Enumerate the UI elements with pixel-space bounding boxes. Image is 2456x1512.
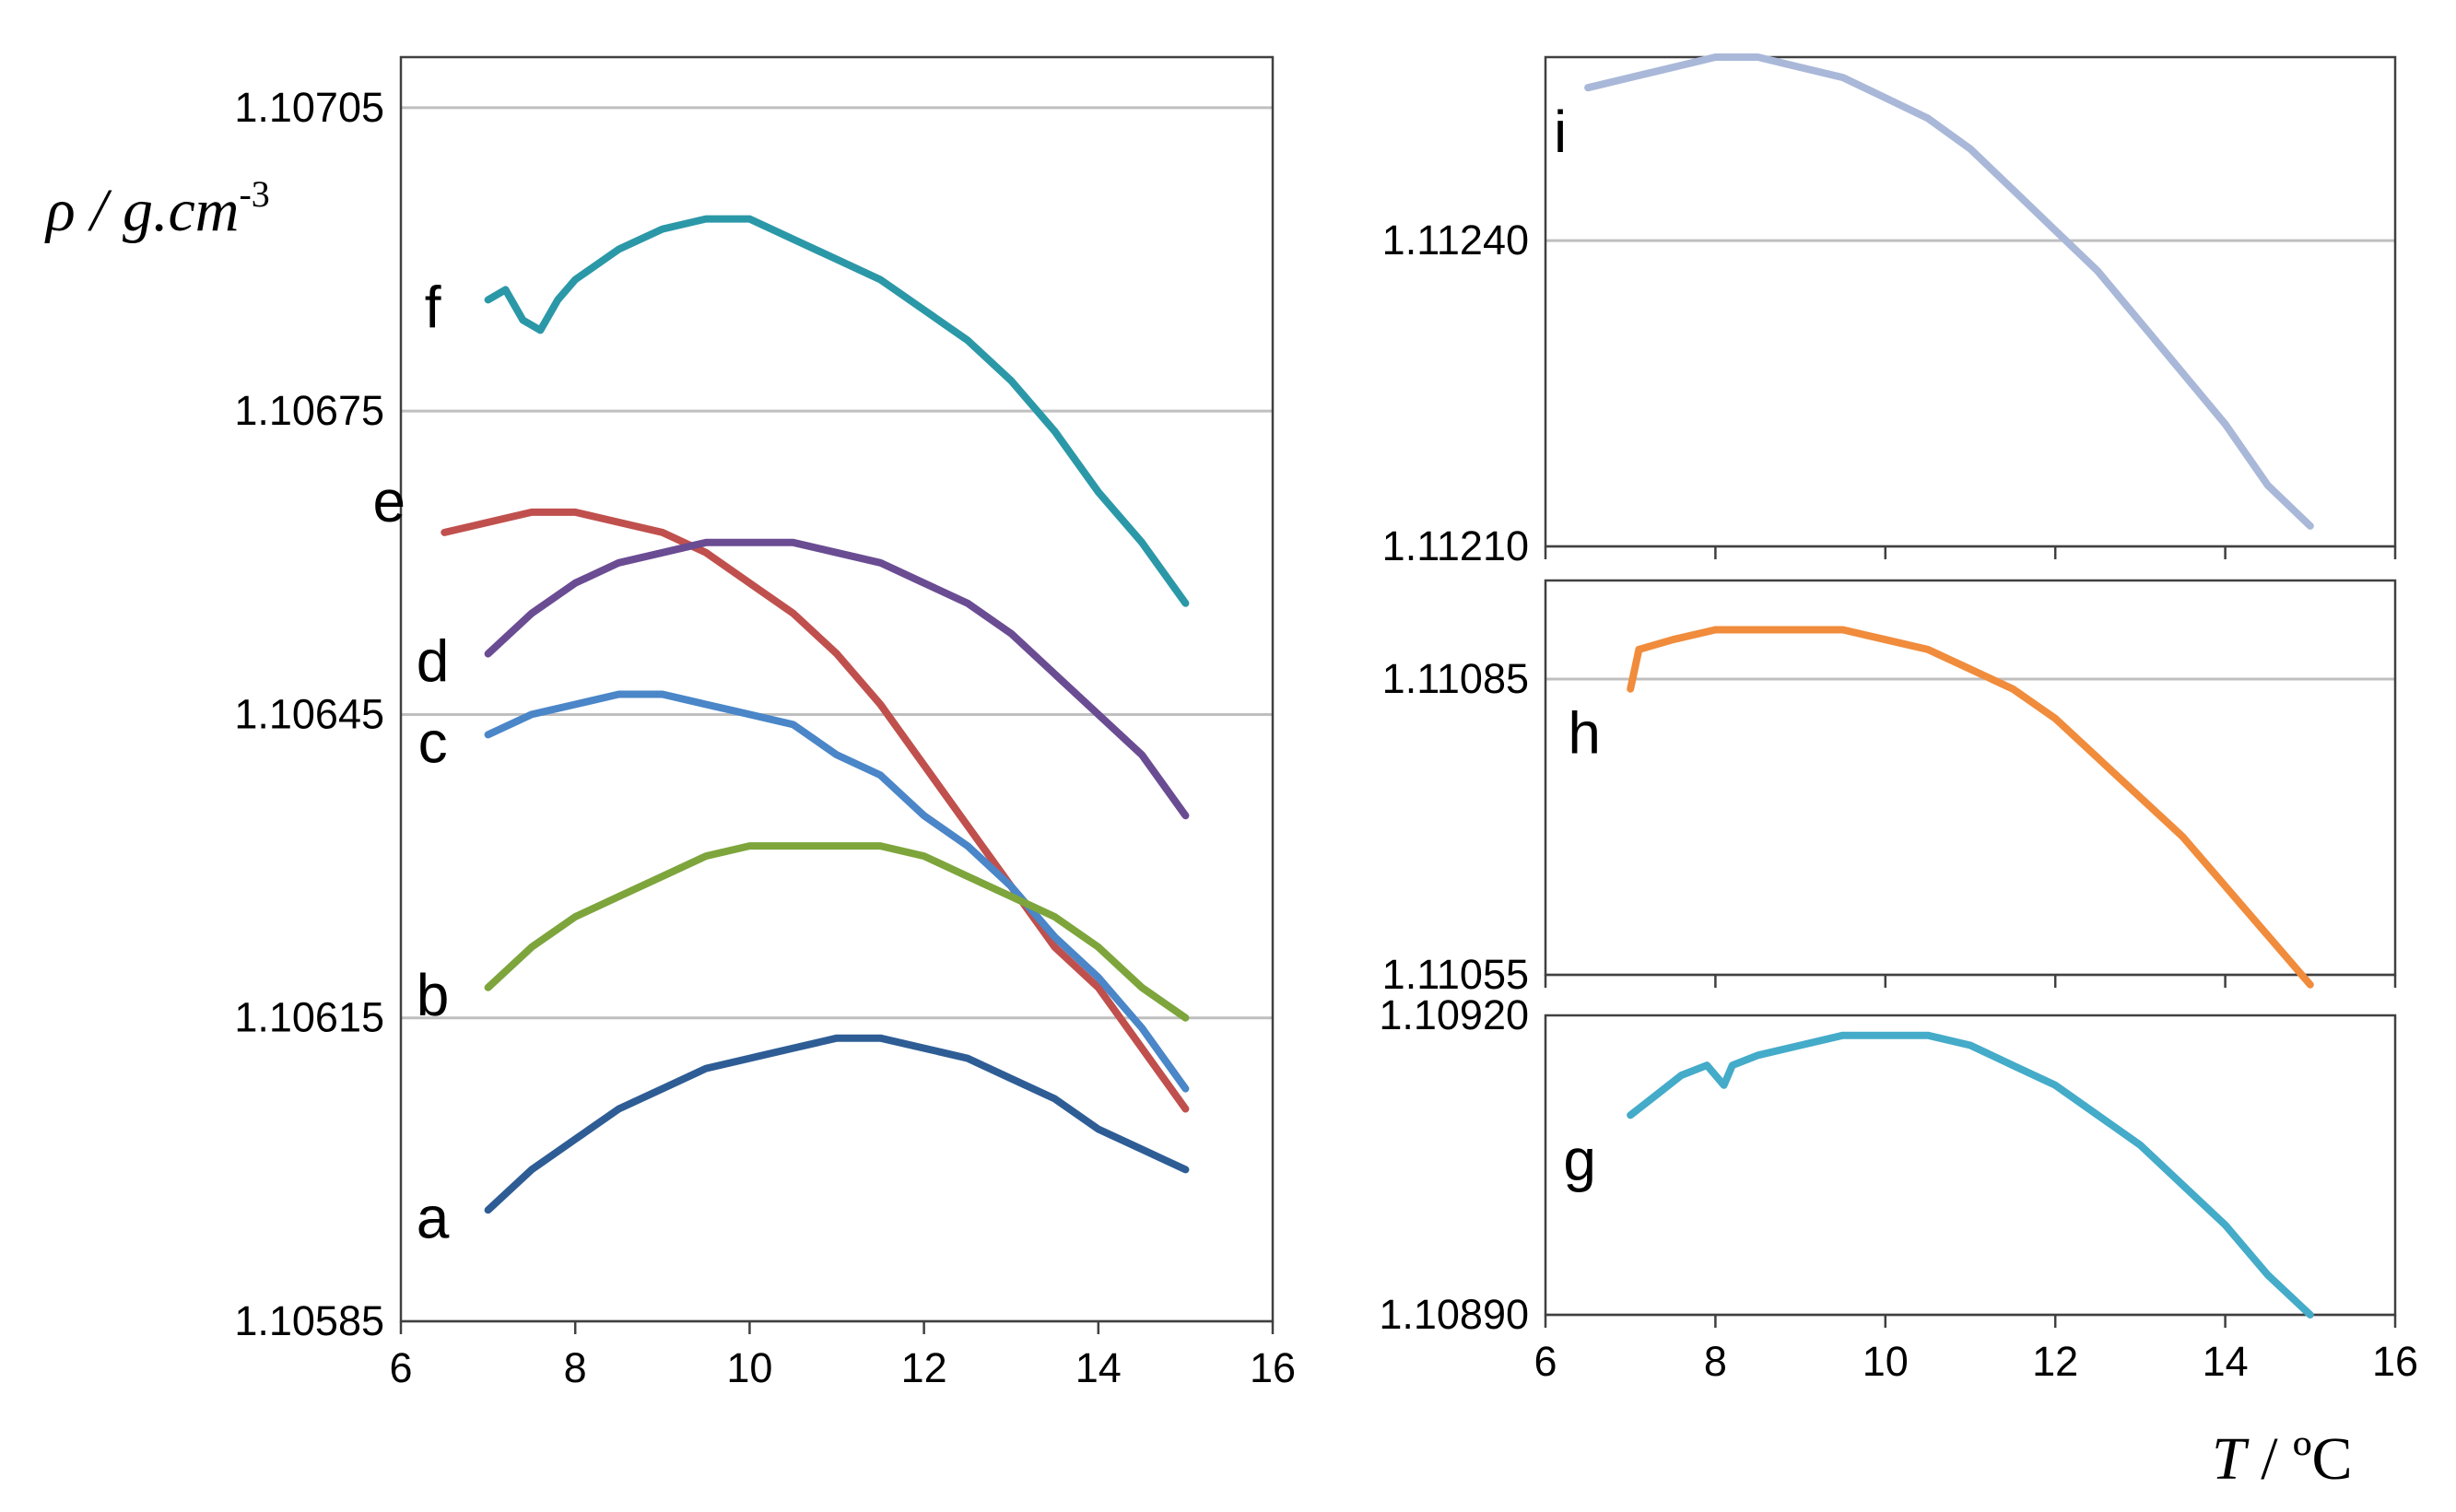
plot-frame <box>1544 1014 2397 1317</box>
series-line-e <box>441 508 1190 1113</box>
series-line-c <box>484 690 1190 1093</box>
panel-h: 1.11055 1.11085 h <box>1382 579 2397 998</box>
curve-label-c: c <box>418 709 448 775</box>
x-axis-title: T / ºC <box>2212 1425 2353 1493</box>
plot-frame <box>399 55 1275 1323</box>
curve-label-g: g <box>1563 1126 1596 1192</box>
y-tick-label: 1.10705 <box>234 84 384 131</box>
y-tick-label: 1.10920 <box>1379 991 1529 1038</box>
plot-frame <box>1544 579 2397 977</box>
x-tick-label: 12 <box>2032 1338 2078 1385</box>
panel-i: 1.11210 1.11240 i <box>1382 53 2397 569</box>
x-tick-label: 14 <box>2203 1338 2249 1385</box>
y-tick-label: 1.11210 <box>1382 522 1529 569</box>
x-tick-label: 14 <box>1075 1344 1122 1391</box>
x-tick-label: 6 <box>389 1344 412 1391</box>
series-line-i <box>1584 53 2314 530</box>
curve-label-e: e <box>373 468 406 534</box>
y-tick-label: 1.10890 <box>1379 1291 1529 1338</box>
x-tick-label: 10 <box>1863 1338 1909 1385</box>
curve-label-i: i <box>1554 99 1567 165</box>
x-tick-label: 16 <box>1250 1344 1296 1391</box>
curve-label-b: b <box>417 962 450 1028</box>
series-line-h <box>1627 626 2314 989</box>
y-tick-label: 1.11240 <box>1382 217 1529 264</box>
y-tick-label: 1.10615 <box>234 994 384 1041</box>
x-tick-label: 6 <box>1534 1338 1557 1385</box>
y-tick-label: 1.10675 <box>234 387 384 434</box>
curve-label-h: h <box>1568 700 1601 767</box>
panel-g: 1.10890 1.10920 6 8 10 12 14 16 g <box>1379 991 2418 1385</box>
y-axis-title: ρ / g.cm-3 <box>44 173 270 244</box>
series-line-a <box>484 1034 1190 1214</box>
series-line-b <box>484 842 1190 1022</box>
y-tick-label: 1.11085 <box>1382 655 1529 702</box>
series-line-f <box>484 215 1190 607</box>
curve-label-a: a <box>417 1184 450 1250</box>
panel-main: 1.10585 1.10615 1.10645 1.10675 1.10705 6 8 10 1… <box>234 55 1296 1391</box>
x-tick-label: 8 <box>564 1344 587 1391</box>
y-tick-label: 1.10585 <box>234 1297 384 1344</box>
y-tick-label: 1.10645 <box>234 690 384 737</box>
x-tick-label: 16 <box>2372 1338 2418 1385</box>
plot-frame <box>1544 55 2397 548</box>
x-tick-label: 12 <box>901 1344 947 1391</box>
curve-label-f: f <box>425 274 441 340</box>
curve-label-d: d <box>417 628 450 695</box>
y-tick-label: 1.11055 <box>1382 951 1529 998</box>
x-tick-label: 8 <box>1704 1338 1727 1385</box>
x-tick-label: 10 <box>726 1344 772 1391</box>
series-line-d <box>484 538 1190 820</box>
series-line-g <box>1627 1031 2314 1319</box>
